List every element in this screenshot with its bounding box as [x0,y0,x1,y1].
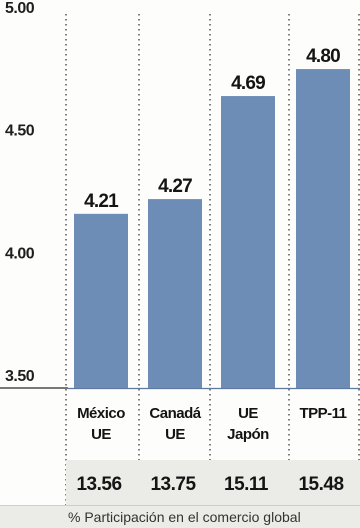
share-row-caption: % Participación en el comercio global [0,505,360,528]
category-label-0-line-1: UE [91,426,111,443]
bars [74,69,350,389]
share-value-2: 15.11 [224,474,269,495]
y-tick-label-3.50: 3.50 [5,368,35,385]
grid-lines [65,14,360,505]
category-label-3-line-0: TPP-11 [299,405,346,422]
y-axis: 5.00 4.50 4.00 3.50 [0,0,360,390]
category-labels: México UE Canadá UE UE Japón TPP-11 [77,405,347,443]
bar-0 [74,213,128,388]
bar-value-labels: 4.21 4.27 4.69 4.80 [84,46,341,212]
bar-2 [221,96,275,388]
y-tick-label-4.00: 4.00 [5,245,35,262]
category-label-2-line-0: UE [238,405,258,422]
bar-value-label-2: 4.69 [231,73,265,94]
bar-value-label-1: 4.27 [158,176,192,197]
share-row-band [66,460,360,505]
share-value-3: 15.48 [298,474,343,495]
share-value-0: 13.56 [76,474,121,495]
bar-value-label-3: 4.80 [306,46,340,67]
share-row: 13.56 13.75 15.11 15.48 [66,460,360,505]
category-label-1-line-0: Canadá [149,405,201,422]
y-tick-label-4.50: 4.50 [5,123,35,140]
y-tick-label-5.00: 5.00 [5,0,35,17]
bar-3 [296,69,350,389]
bar-value-label-0: 4.21 [84,191,119,212]
bar-chart: 5.00 4.50 4.00 3.50 4.21 4.27 4.69 4.80 México… [0,0,360,505]
share-value-1: 13.75 [150,474,196,495]
category-label-1-line-1: UE [165,426,185,443]
category-label-2-line-1: Japón [227,426,269,443]
bar-1 [148,199,202,388]
category-label-0-line-0: México [77,405,125,422]
